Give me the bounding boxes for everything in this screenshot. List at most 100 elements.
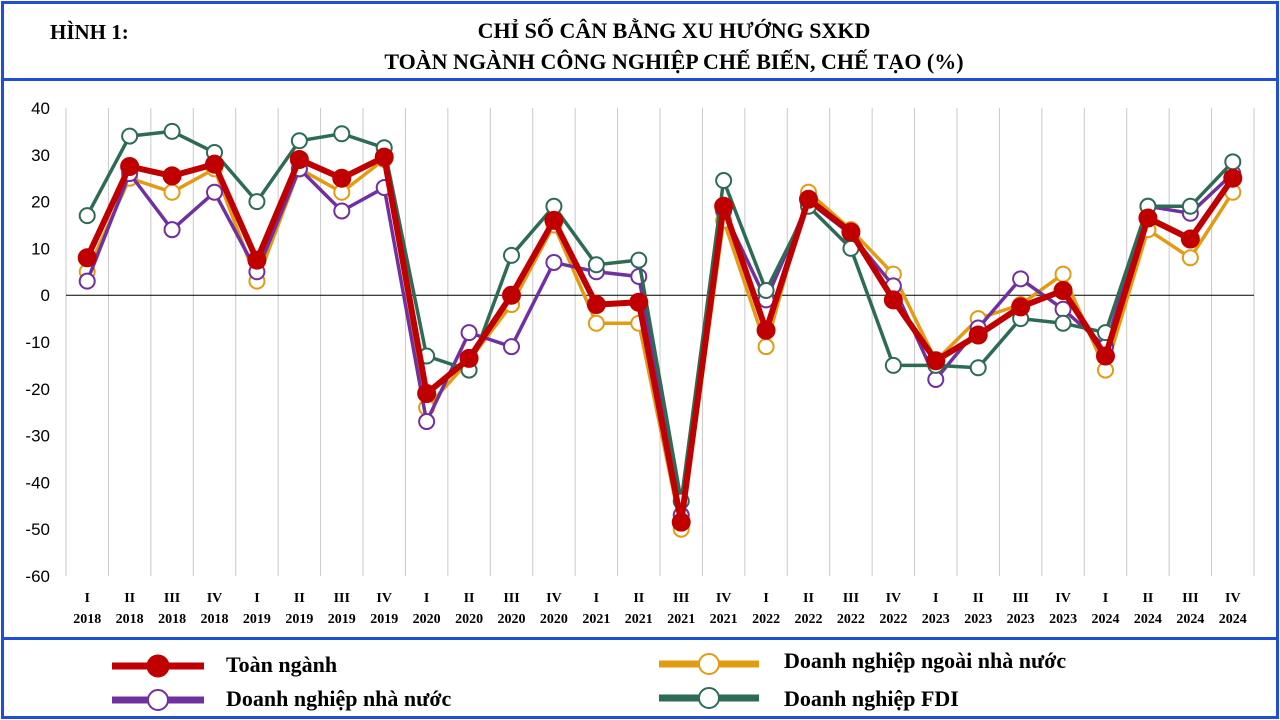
data-point-series-2	[587, 256, 605, 274]
data-point-series-3	[799, 189, 818, 209]
x-tick-label-year: 2022	[752, 612, 780, 627]
series-line-3	[84, 154, 1236, 526]
y-tick-label: -20	[25, 380, 50, 399]
x-tick-label-quarter: II	[973, 591, 984, 606]
data-point-series-2	[757, 282, 775, 300]
legend-label-toan-nganh: Toàn ngành	[226, 652, 338, 677]
x-tick-label-year: 2019	[243, 612, 271, 627]
x-tick-label-quarter: II	[464, 591, 475, 606]
data-point-series-3	[841, 222, 861, 242]
x-tick-label-year: 2019	[328, 612, 356, 627]
data-point-series-0	[1181, 249, 1199, 267]
data-point-series-2	[969, 359, 987, 377]
series-line-1	[85, 167, 1234, 517]
data-point-series-3	[756, 320, 776, 340]
data-point-series-1	[333, 202, 351, 220]
data-point-series-2	[884, 356, 902, 374]
data-point-series-2	[290, 132, 308, 150]
x-tick-label-quarter: IV	[1055, 591, 1071, 606]
y-tick-label: 30	[31, 146, 50, 165]
data-point-series-3	[162, 166, 182, 186]
x-tick-label-quarter: III	[843, 591, 859, 606]
x-tick-label-year: 2019	[285, 612, 313, 627]
data-point-series-3	[77, 248, 97, 268]
legend-marker-0	[698, 653, 720, 675]
data-point-series-3	[714, 196, 734, 216]
data-point-series-1	[206, 183, 223, 201]
y-tick-label: -50	[25, 520, 50, 539]
data-point-series-1	[163, 221, 181, 239]
x-tick-label-quarter: II	[294, 591, 305, 606]
figure-label: HÌNH 1:	[50, 20, 129, 44]
x-tick-label-quarter: III	[1012, 591, 1028, 606]
legend-markers	[112, 653, 759, 711]
data-point-series-3	[417, 383, 437, 403]
legend-marker-3	[146, 654, 170, 678]
line-chart: 403020100-10-20-30-40-50-60I2018II2018II…	[25, 99, 1255, 627]
x-tick-label-year: 2020	[540, 612, 568, 627]
x-tick-label-year: 2018	[73, 612, 101, 627]
data-point-series-3	[1011, 297, 1031, 317]
data-point-series-3	[544, 210, 564, 230]
data-point-series-0	[1054, 265, 1072, 283]
x-tick-label-quarter: II	[803, 591, 814, 606]
x-tick-label-quarter: I	[933, 591, 938, 606]
data-point-series-3	[459, 348, 479, 368]
data-point-series-1	[418, 413, 436, 431]
x-tick-label-year: 2021	[625, 612, 653, 627]
chart-legend: Toàn ngành Doanh nghiệp nhà nước Doanh n…	[4, 637, 1276, 711]
legend-marker-1	[147, 689, 169, 711]
x-tick-label-quarter: III	[503, 591, 519, 606]
x-tick-label-year: 2021	[710, 612, 738, 627]
data-point-series-2	[630, 251, 648, 269]
data-point-series-3	[883, 290, 903, 310]
x-tick-label-year: 2024	[1134, 612, 1162, 627]
data-point-series-3	[332, 168, 352, 188]
x-tick-label-quarter: I	[254, 591, 259, 606]
x-tick-label-year: 2022	[879, 612, 907, 627]
data-point-series-3	[1180, 229, 1200, 249]
data-point-series-2	[333, 125, 351, 143]
x-tick-label-year: 2018	[116, 612, 144, 627]
y-tick-label: 20	[31, 193, 50, 212]
data-point-series-1	[503, 338, 520, 356]
x-tick-label-quarter: IV	[376, 591, 392, 606]
data-point-series-3	[502, 285, 521, 305]
series-line-2	[85, 129, 1235, 503]
data-point-series-1	[545, 253, 563, 271]
x-tick-label-year: 2018	[158, 612, 186, 627]
data-point-series-3	[926, 351, 946, 371]
x-tick-label-quarter: II	[1142, 591, 1153, 606]
chart-header: HÌNH 1: CHỈ SỐ CÂN BẰNG XU HƯỚNG SXKD TO…	[4, 4, 1276, 81]
x-tick-label-quarter: I	[1103, 591, 1108, 606]
y-tick-label: 0	[41, 286, 50, 305]
data-point-series-1	[927, 370, 945, 388]
data-point-series-1	[460, 324, 478, 342]
data-point-series-3	[586, 295, 606, 315]
legend-label-fdi: Doanh nghiệp FDI	[784, 686, 959, 711]
data-point-series-2	[1224, 153, 1242, 171]
x-tick-label-quarter: I	[763, 591, 768, 606]
data-point-series-3	[374, 147, 394, 167]
x-tick-label-quarter: IV	[546, 591, 562, 606]
data-point-series-2	[1181, 197, 1199, 215]
x-tick-label-quarter: I	[594, 591, 599, 606]
x-tick-label-quarter: IV	[886, 591, 902, 606]
x-tick-label-year: 2022	[837, 612, 865, 627]
data-point-series-3	[289, 149, 309, 169]
x-tick-label-year: 2024	[1176, 612, 1204, 627]
y-tick-label: -10	[25, 333, 50, 352]
data-point-series-3	[247, 250, 267, 270]
data-point-series-0	[587, 314, 605, 332]
data-point-series-2	[1054, 314, 1072, 332]
x-tick-label-quarter: II	[633, 591, 644, 606]
data-point-series-2	[715, 172, 733, 190]
x-tick-label-quarter: I	[424, 591, 429, 606]
data-point-series-2	[248, 193, 266, 211]
data-point-series-3	[629, 292, 649, 312]
legend-marker-2	[698, 687, 720, 709]
data-point-series-1	[78, 272, 96, 290]
data-point-series-1	[1012, 270, 1030, 288]
data-point-series-3	[1096, 346, 1115, 366]
data-point-series-3	[671, 512, 691, 532]
